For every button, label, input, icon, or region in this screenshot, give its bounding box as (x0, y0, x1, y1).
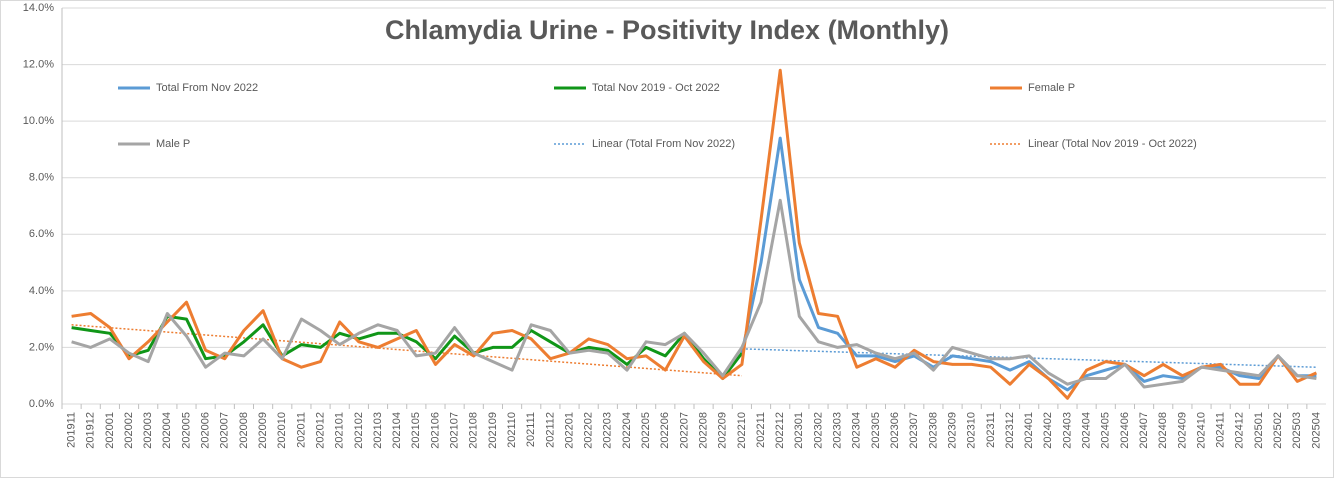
x-tick-label: 202206 (659, 412, 671, 449)
x-tick-label: 202101 (334, 412, 346, 449)
x-tick-label: 202305 (870, 412, 882, 449)
x-tick-label: 202301 (793, 412, 805, 449)
x-tick-label: 202405 (1100, 412, 1112, 449)
x-tick-label: 202103 (372, 412, 384, 449)
y-tick-label: 4.0% (29, 285, 54, 297)
x-tick-label: 202009 (257, 412, 269, 449)
x-tick-label: 202112 (544, 412, 556, 448)
x-tick-label: 202107 (449, 412, 461, 449)
x-tick-label: 202211 (755, 412, 767, 448)
x-tick-label: 202504 (1310, 412, 1322, 449)
x-tick-label: 202109 (487, 412, 499, 449)
x-tick-label: 202404 (1081, 412, 1093, 449)
x-tick-label: 202204 (621, 412, 633, 449)
x-tick-label: 202303 (832, 412, 844, 449)
x-tick-label: 202312 (1004, 412, 1016, 449)
x-tick-label: 201912 (85, 412, 97, 449)
y-tick-label: 12.0% (23, 58, 54, 70)
x-tick-label: 202001 (104, 412, 116, 449)
x-tick-label: 202409 (1176, 412, 1188, 449)
x-tick-label: 202003 (142, 412, 154, 449)
x-tick-label: 202201 (563, 412, 575, 449)
chart-title: Chlamydia Urine - Positivity Index (Mont… (385, 15, 949, 45)
series-line (71, 198, 1317, 389)
x-tick-label: 202110 (506, 412, 518, 448)
legend-label: Total Nov 2019 - Oct 2022 (592, 82, 720, 94)
x-tick-label: 202407 (1138, 412, 1150, 449)
x-tick-label: 202106 (429, 412, 441, 449)
x-tick-label: 202108 (468, 412, 480, 449)
x-tick-label: 202007 (219, 412, 231, 449)
x-tick-label: 202304 (851, 412, 863, 449)
x-tick-label: 202002 (123, 412, 135, 449)
x-tick-label: 202102 (353, 412, 365, 449)
x-tick-label: 202012 (314, 412, 326, 449)
x-tick-label: 202008 (238, 412, 250, 449)
x-tick-label: 202402 (1042, 412, 1054, 449)
y-tick-label: 10.0% (23, 115, 54, 127)
series-line (71, 314, 744, 380)
x-tick-label: 202004 (161, 412, 173, 449)
x-tick-label: 202308 (927, 412, 939, 449)
x-tick-label: 202209 (717, 412, 729, 449)
legend-label: Male P (156, 138, 190, 150)
x-tick-label: 202307 (908, 412, 920, 449)
x-tick-label: 202006 (200, 412, 212, 449)
x-tick-label: 202202 (583, 412, 595, 449)
x-tick-label: 202309 (946, 412, 958, 449)
x-tick-label: 202010 (276, 412, 288, 449)
y-tick-label: 0.0% (29, 398, 54, 410)
x-tick-label: 202401 (1023, 412, 1035, 449)
x-tick-label: 202203 (602, 412, 614, 449)
series-line (71, 68, 1318, 400)
y-tick-label: 6.0% (29, 228, 54, 240)
x-tick-label: 202205 (640, 412, 652, 449)
y-tick-label: 2.0% (29, 341, 54, 353)
x-tick-label: 202408 (1157, 412, 1169, 449)
y-tick-label: 14.0% (23, 2, 54, 14)
x-tick-label: 202502 (1272, 412, 1284, 449)
x-tick-label: 202310 (966, 412, 978, 449)
x-tick-label: 202412 (1234, 412, 1246, 449)
x-tick-label: 201911 (65, 412, 77, 448)
x-tick-label: 202503 (1291, 412, 1303, 449)
x-tick-label: 202208 (697, 412, 709, 449)
series-line (740, 136, 1317, 392)
x-tick-label: 202501 (1253, 412, 1265, 449)
x-tick-label: 202411 (1215, 412, 1227, 448)
x-tick-label: 202306 (889, 412, 901, 449)
x-tick-label: 202105 (410, 412, 422, 449)
legend-label: Female P (1028, 82, 1075, 94)
x-tick-label: 202104 (391, 412, 403, 449)
x-tick-label: 202011 (295, 412, 307, 448)
x-tick-label: 202410 (1195, 412, 1207, 449)
x-tick-label: 202005 (180, 412, 192, 449)
legend-label: Linear (Total Nov 2019 - Oct 2022) (1028, 138, 1197, 150)
legend-label: Linear (Total From Nov 2022) (592, 138, 735, 150)
x-tick-label: 202302 (812, 412, 824, 449)
x-tick-label: 202406 (1119, 412, 1131, 449)
x-tick-label: 202111 (525, 412, 537, 447)
legend-label: Total From Nov 2022 (156, 82, 258, 94)
y-tick-label: 8.0% (29, 172, 54, 184)
x-tick-label: 202212 (774, 412, 786, 449)
x-tick-label: 202311 (985, 412, 997, 448)
x-tick-label: 202210 (736, 412, 748, 449)
x-tick-label: 202403 (1061, 412, 1073, 449)
x-tick-label: 202207 (678, 412, 690, 449)
